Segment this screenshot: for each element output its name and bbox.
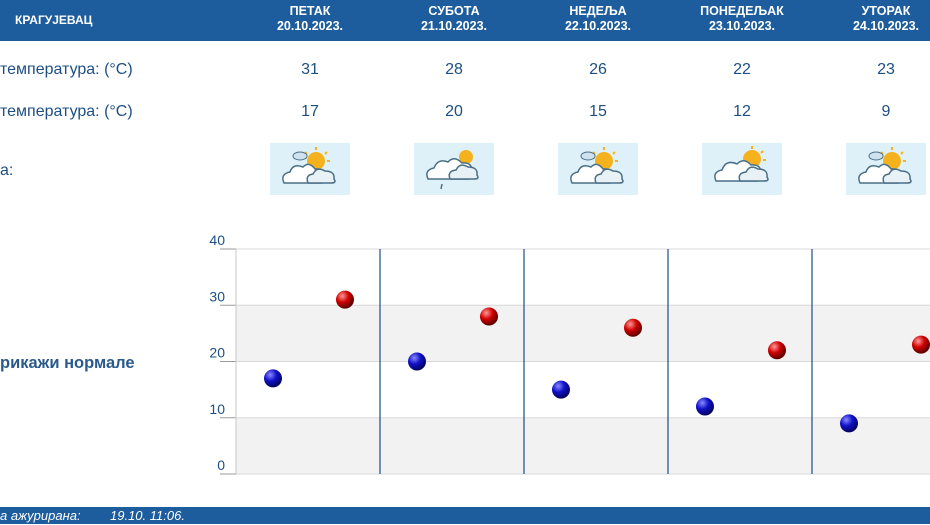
day-header-5: УТОРАК 24.10.2023.	[826, 4, 930, 34]
max-temp-point	[624, 318, 642, 337]
y-tick-label: 40	[209, 232, 225, 248]
day-header-2: СУБОТА 21.10.2023.	[394, 4, 514, 34]
min-temp-point	[840, 414, 858, 433]
min-temp-value: 12	[733, 103, 751, 120]
footer-bar: а ажурирана: 19.10. 11:06.	[0, 507, 930, 524]
updated-label: а ажурирана:	[0, 508, 81, 523]
partly-cloudy-icon	[558, 143, 638, 195]
min-temp-point	[408, 352, 426, 371]
y-tick-label: 20	[209, 345, 225, 361]
min-temp-label: температура: (°C)	[0, 103, 133, 120]
show-normals-link[interactable]: рикажи нормале	[0, 354, 135, 372]
cloudy-light-rain-icon	[414, 143, 494, 195]
grid-band	[236, 305, 930, 362]
y-tick-label: 0	[217, 457, 225, 473]
day-header-1: ПЕТАК 20.10.2023.	[250, 4, 370, 34]
partly-cloudy-icon	[846, 143, 926, 195]
day-name: НЕДЕЉА	[569, 4, 627, 18]
day-date: 22.10.2023.	[564, 19, 632, 33]
min-temp-value: 9	[881, 103, 891, 120]
min-temp-point	[264, 369, 282, 388]
day-name: ПЕТАК	[289, 4, 331, 18]
max-temp-point	[480, 307, 498, 326]
day-header-4: ПОНЕДЕЉАК 23.10.2023.	[682, 4, 802, 34]
weather-label: а:	[0, 162, 14, 179]
min-temp-value: 20	[445, 103, 463, 120]
y-tick-label: 30	[209, 288, 225, 304]
max-temp-point	[336, 290, 354, 309]
header-bar: КРАГУЈЕВАЦ ПЕТАК 20.10.2023. СУБОТА 21.1…	[0, 0, 930, 41]
min-temp-value: 15	[589, 103, 607, 120]
max-temp-value: 26	[589, 61, 607, 78]
cloudy-sun-icon	[702, 143, 782, 195]
day-name: ПОНЕДЕЉАК	[700, 4, 784, 18]
day-date: 20.10.2023.	[276, 19, 344, 33]
max-temp-value: 23	[877, 61, 895, 78]
day-name: УТОРАК	[861, 4, 911, 18]
day-header-3: НЕДЕЉА 22.10.2023.	[538, 4, 658, 34]
y-tick-label: 10	[209, 401, 225, 417]
min-temp-point	[552, 380, 570, 399]
max-temp-point	[768, 341, 786, 360]
min-temp-value: 17	[301, 103, 319, 120]
grid-band	[236, 417, 930, 474]
day-name: СУБОТА	[428, 4, 480, 18]
max-temp-value: 31	[301, 61, 319, 78]
max-temp-point	[912, 335, 930, 354]
max-temp-value: 28	[445, 61, 463, 78]
day-date: 24.10.2023.	[852, 19, 920, 33]
updated-value: 19.10. 11:06.	[110, 508, 185, 523]
max-temp-label: температура: (°C)	[0, 61, 133, 78]
city-name: КРАГУЈЕВАЦ	[15, 13, 93, 27]
max-temp-value: 22	[733, 61, 751, 78]
day-date: 21.10.2023.	[420, 19, 488, 33]
min-temp-point	[696, 397, 714, 416]
partly-cloudy-icon	[270, 143, 350, 195]
day-date: 23.10.2023.	[708, 19, 776, 33]
